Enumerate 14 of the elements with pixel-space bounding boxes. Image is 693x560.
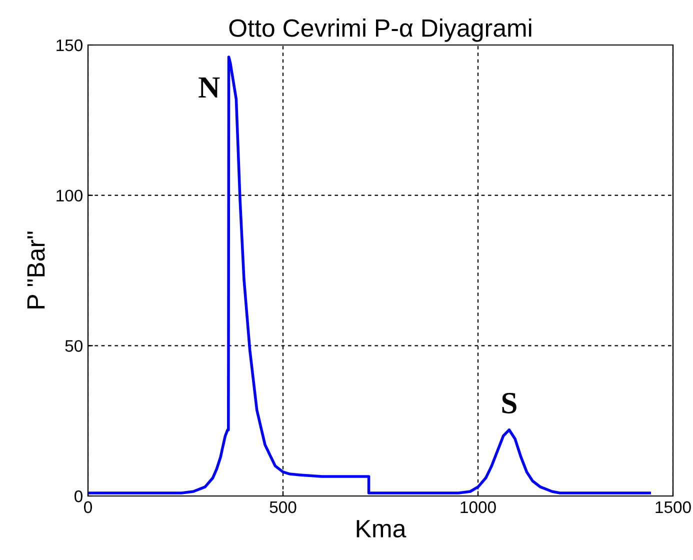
y-tick-label: 50 (65, 340, 82, 352)
chart-title: Otto Cevrimi P-α Diyagrami (229, 18, 532, 42)
x-tick-label: 500 (270, 501, 296, 514)
line-series (88, 56, 651, 494)
y-tick-label: 0 (74, 490, 82, 502)
x-axis-title: Kma (356, 520, 406, 538)
y-tick-label: 150 (56, 39, 82, 52)
y-tick-label: 100 (56, 190, 82, 202)
annotation: S (502, 392, 516, 414)
x-tick-label: 1000 (460, 501, 496, 514)
y-axis-title: P "Bar" (27, 232, 45, 308)
x-tick-label: 1500 (656, 501, 691, 514)
annotation: N (198, 77, 220, 98)
x-tick-label: 0 (84, 501, 92, 514)
